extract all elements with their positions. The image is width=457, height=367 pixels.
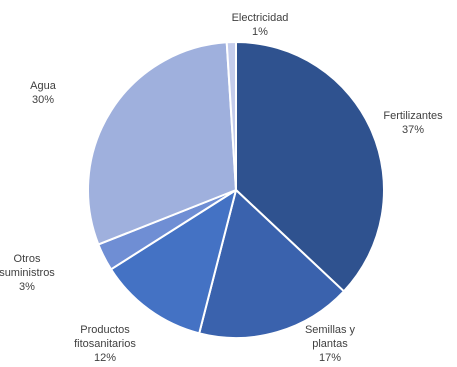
slice-value-2: 12% xyxy=(93,352,117,364)
slice-value-3: 3% xyxy=(19,281,35,293)
pie-slice-4 xyxy=(87,41,237,246)
slice-value-5: 1% xyxy=(252,26,268,38)
slice-label-3: Otros suministros 3% xyxy=(0,252,55,294)
slice-label-1: Semillas y plantas 17% xyxy=(305,323,355,365)
pie-slice-5 xyxy=(225,40,237,191)
slice-category-2: Productos fitosanitarios xyxy=(74,324,136,350)
slice-value-1: 17% xyxy=(318,352,342,364)
slice-category-1: Semillas y plantas xyxy=(304,324,356,350)
slice-value-0: 37% xyxy=(401,124,425,136)
slice-value-4: 30% xyxy=(31,94,55,106)
slice-category-0: Fertilizantes xyxy=(383,110,443,122)
slice-label-4: Agua 30% xyxy=(30,79,56,107)
slice-category-4: Agua xyxy=(30,80,56,92)
slice-label-0: Fertilizantes 37% xyxy=(383,109,442,137)
pie-slice-1 xyxy=(198,189,345,339)
pie-slice-2 xyxy=(110,189,237,335)
slice-label-5: Electricidad 1% xyxy=(232,11,289,39)
slice-label-2: Productos fitosanitarios 12% xyxy=(74,323,136,365)
pie-slice-0 xyxy=(235,41,385,293)
slice-category-3: Otros suministros xyxy=(0,253,55,279)
slice-category-5: Electricidad xyxy=(231,12,289,24)
